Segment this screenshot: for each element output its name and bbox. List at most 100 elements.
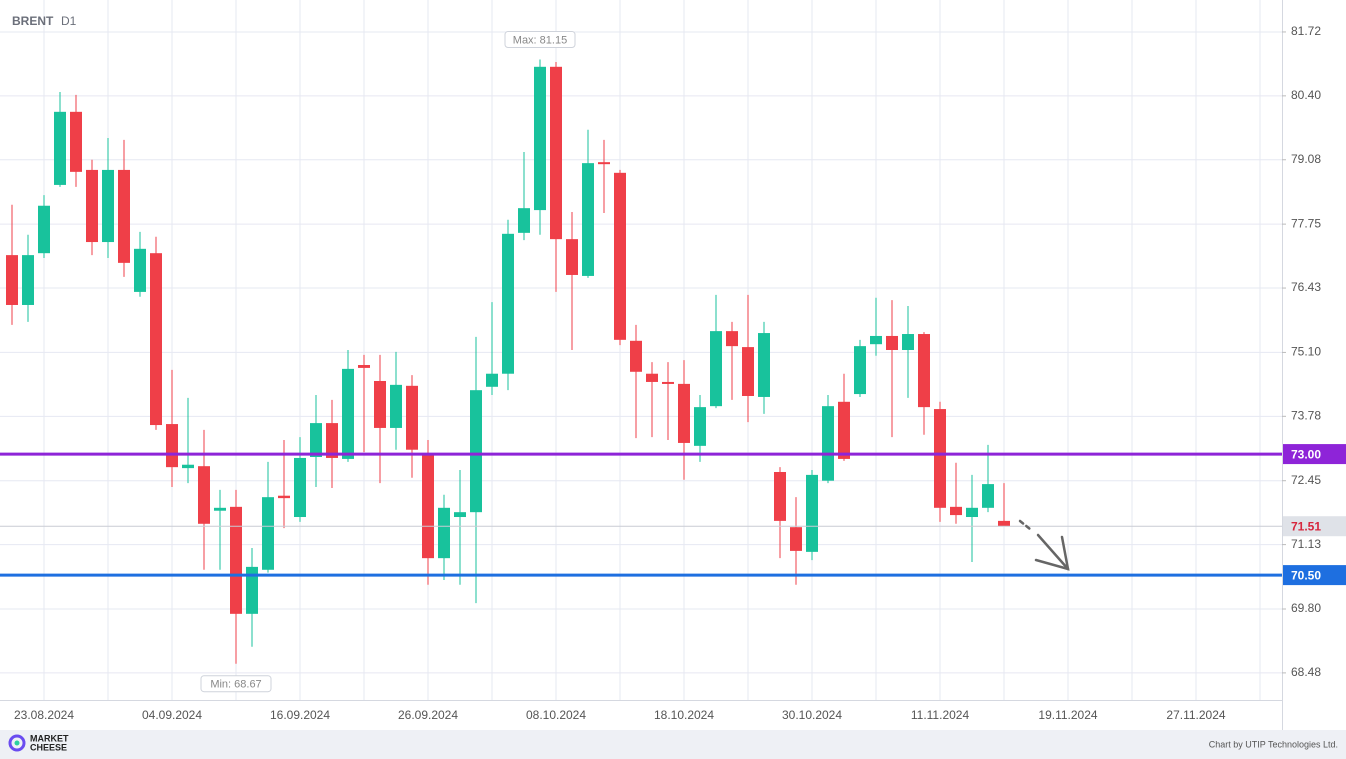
candle-body [486, 373, 498, 387]
candle-body [566, 239, 578, 275]
arrow-dash [1018, 519, 1032, 531]
candle-body [390, 384, 402, 428]
annotation-label: Min: 68.67 [210, 679, 261, 691]
candle-body [758, 333, 770, 397]
timeframe: D1 [61, 14, 77, 28]
candle-body [454, 512, 466, 518]
candle-body [678, 383, 690, 443]
candle-body [502, 233, 514, 374]
candle-body [278, 495, 290, 499]
annotation-box [200, 675, 272, 693]
candle-body [918, 334, 930, 408]
y-tick-label: 73.78 [1291, 408, 1321, 422]
candles [6, 59, 1010, 664]
candle-body [982, 484, 994, 508]
logo-icon [8, 734, 26, 752]
candle-body [806, 474, 818, 552]
candle-body [102, 169, 114, 243]
last-price-badge [1283, 516, 1346, 537]
candle-body [22, 255, 34, 305]
candle-body [518, 208, 530, 233]
candle-body [838, 401, 850, 459]
candle-body [358, 365, 370, 368]
candle-body [966, 507, 978, 518]
candle-body [406, 385, 418, 450]
candle-body [310, 423, 322, 457]
y-tick-label: 80.40 [1291, 88, 1321, 102]
candle-body [342, 368, 354, 459]
candle-body [438, 507, 450, 559]
candle-body [470, 390, 482, 513]
candle-body [694, 407, 706, 446]
candle-body [710, 331, 722, 407]
y-tick-label: 81.72 [1291, 24, 1321, 38]
candle-body [886, 335, 898, 350]
y-tick-label: 77.75 [1291, 216, 1321, 230]
grid: 81.72 80.40 79.08 77.75 76.43 75.10 73.78 72.45… [0, 0, 1321, 722]
x-tick-label: 08.10.2024 [526, 708, 586, 722]
credit: Chart by UTIP Technologies Ltd. [1209, 739, 1338, 749]
brand-line: MARKET [30, 733, 69, 743]
x-tick-label: 27.11.2024 [1166, 708, 1225, 722]
candle-body [6, 255, 18, 305]
candle-body [550, 66, 562, 240]
y-tick-label: 72.45 [1291, 473, 1321, 487]
candle-body [630, 340, 642, 372]
x-tick-label: 04.09.2024 [142, 708, 202, 722]
x-tick-label: 26.09.2024 [398, 708, 458, 722]
candle-body [38, 205, 50, 254]
candle-body [582, 163, 594, 276]
candle-body [598, 162, 610, 165]
candle-body [230, 506, 242, 614]
candle-body [118, 169, 130, 263]
last-price-label: 71.51 [1291, 519, 1321, 533]
candle-body [70, 111, 82, 172]
candle-body [422, 455, 434, 559]
x-tick-label: 23.08.2024 [14, 708, 74, 722]
trend-arrow [1018, 519, 1070, 571]
y-tick-label: 75.10 [1291, 345, 1321, 359]
candle-body [326, 423, 338, 458]
candle-body [54, 111, 66, 185]
candle-body [854, 346, 866, 395]
x-tick-label: 16.09.2024 [270, 708, 330, 722]
candle-body [742, 347, 754, 396]
y-tick-label: 76.43 [1291, 280, 1321, 294]
x-tick-label: 18.10.2024 [654, 708, 714, 722]
level-badge [1283, 565, 1346, 586]
arrow-shaft [1036, 533, 1070, 571]
candle-body [950, 506, 962, 516]
overlay: 73.00 70.50 71.51 Max: 81.15 Min: 68.67 [0, 31, 1346, 693]
annotation-box [504, 31, 576, 49]
candle-body [214, 507, 226, 511]
candle-body [150, 253, 162, 426]
x-tick-label: 19.11.2024 [1038, 708, 1097, 722]
symbol: BRENT [12, 14, 54, 28]
candle-body [262, 497, 274, 570]
candle-body [662, 381, 674, 384]
candle-body [198, 466, 210, 524]
x-tick-label: 30.10.2024 [782, 708, 842, 722]
candle-body [790, 527, 802, 551]
level-label: 70.50 [1291, 568, 1321, 582]
candle-body [774, 471, 786, 521]
y-tick-label: 69.80 [1291, 601, 1321, 615]
level-badge [1283, 444, 1346, 465]
logo-dot [14, 740, 20, 746]
candle-body [822, 406, 834, 481]
candle-body [86, 169, 98, 243]
candle-body [534, 66, 546, 211]
annotation-label: Max: 81.15 [513, 34, 567, 46]
x-tick-label: 11.11.2024 [911, 708, 970, 722]
logo: MARKET CHEESE [8, 733, 69, 752]
candle-body [166, 424, 178, 468]
candle-body [646, 373, 658, 382]
candle-body [294, 457, 306, 518]
candle-body [182, 464, 194, 469]
candle-body [726, 331, 738, 347]
candle-body [614, 172, 626, 340]
candle-body [374, 380, 386, 428]
candle-body [134, 248, 146, 292]
